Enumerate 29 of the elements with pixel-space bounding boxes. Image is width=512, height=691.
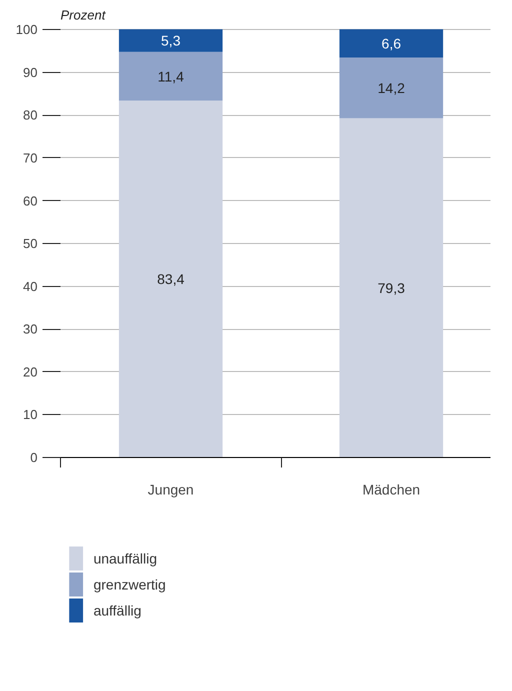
data-label: 79,3: [378, 280, 406, 296]
data-label: 83,4: [157, 271, 185, 288]
legend-label: unauffällig: [93, 550, 158, 566]
bar: [118, 100, 223, 458]
y-tick-label: 80: [23, 108, 38, 123]
y-tick-label: 20: [23, 364, 38, 380]
bar: [339, 57, 444, 118]
y-tick-label: 10: [23, 407, 38, 422]
y-tick-label: 90: [23, 64, 38, 80]
y-tick-label: 30: [23, 322, 38, 337]
bar: [118, 52, 223, 101]
bar: [118, 29, 223, 52]
y-tick-label: 50: [23, 236, 38, 252]
y-axis-title: Prozent: [60, 8, 107, 22]
x-tick-label: Jungen: [148, 482, 194, 498]
data-label: 14,2: [378, 80, 406, 96]
bar: [339, 29, 444, 58]
data-label: 5,3: [161, 32, 181, 49]
data-label: 6,6: [382, 35, 402, 52]
data-label: 11,4: [158, 68, 184, 84]
legend-label: grenzwertig: [93, 576, 166, 592]
y-tick-label: 100: [16, 22, 38, 38]
x-tick-label: Mädchen: [362, 482, 420, 498]
y-tick-label: 0: [30, 450, 38, 465]
bar: [339, 118, 444, 458]
legend-label: auffällig: [93, 602, 142, 618]
y-tick-label: 40: [23, 278, 38, 294]
y-tick-label: 70: [23, 150, 38, 166]
y-tick-label: 60: [23, 193, 38, 208]
